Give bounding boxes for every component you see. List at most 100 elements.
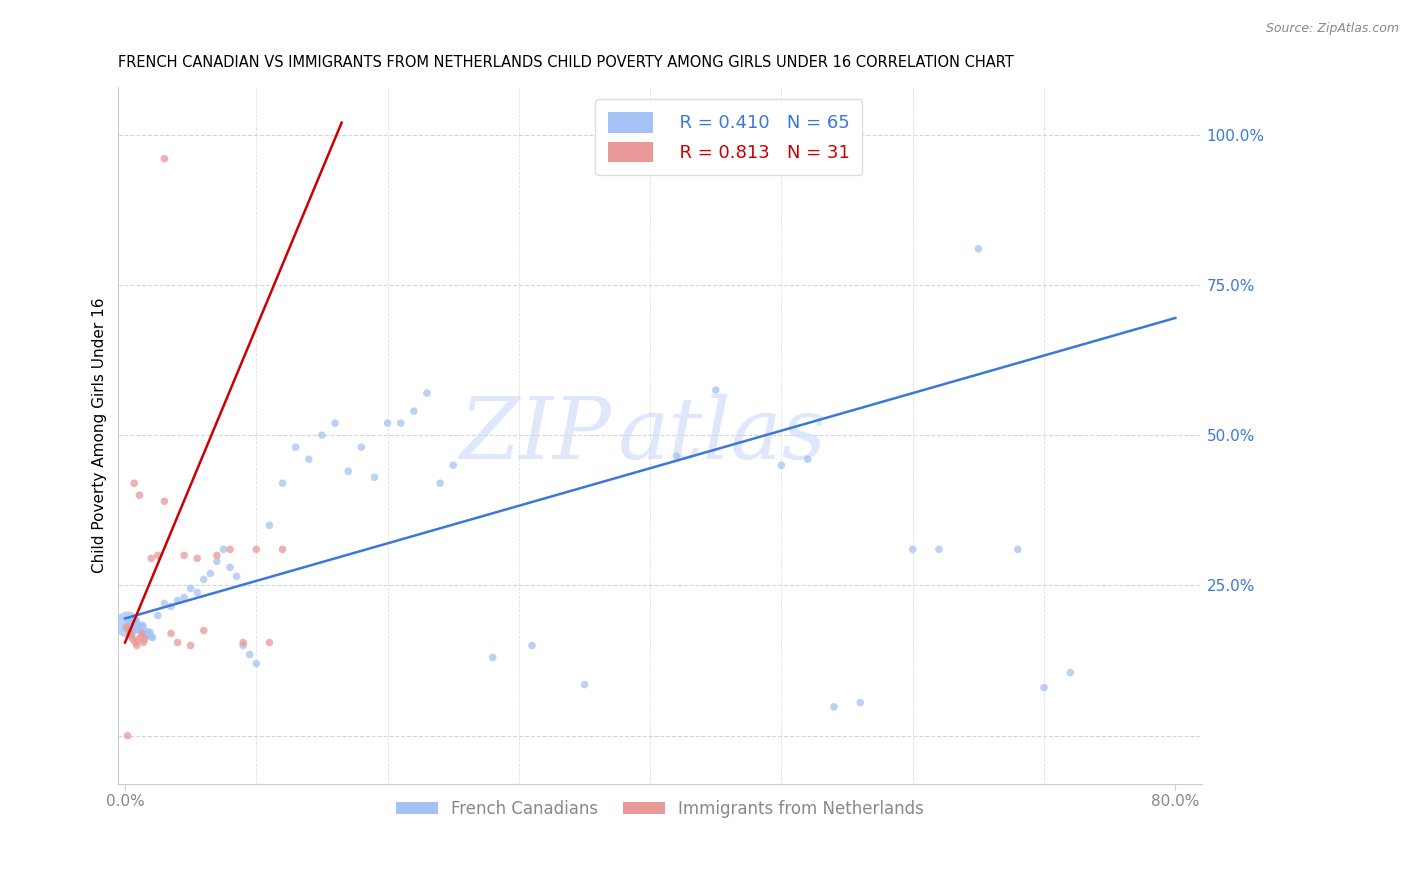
Point: [139, 625, 162, 640]
Point: [122, 615, 145, 630]
Point: [180, 639, 202, 653]
Point: [849, 696, 872, 710]
Point: [121, 630, 143, 644]
Point: [232, 639, 254, 653]
Point: [125, 639, 148, 653]
Point: [205, 554, 228, 568]
Point: [1059, 665, 1081, 680]
Point: [665, 449, 688, 463]
Point: [219, 560, 242, 574]
Point: [212, 542, 235, 557]
Point: [160, 626, 183, 640]
Point: [153, 494, 176, 508]
Point: [180, 582, 202, 596]
Point: [186, 551, 208, 566]
Text: Source: ZipAtlas.com: Source: ZipAtlas.com: [1265, 22, 1399, 36]
Point: [402, 404, 425, 418]
Point: [135, 629, 157, 643]
Point: [117, 617, 139, 632]
Point: [284, 440, 307, 454]
Point: [205, 549, 228, 563]
Point: [173, 549, 195, 563]
Point: [200, 566, 222, 581]
Point: [141, 630, 163, 644]
Point: [138, 628, 160, 642]
Point: [128, 488, 150, 502]
Point: [441, 458, 464, 473]
Point: [271, 476, 294, 491]
Point: [146, 549, 169, 563]
Point: [132, 620, 155, 634]
Point: [928, 542, 950, 557]
Point: [124, 635, 146, 649]
Point: [219, 542, 242, 557]
Text: FRENCH CANADIAN VS IMMIGRANTS FROM NETHERLANDS CHILD POVERTY AMONG GIRLS UNDER 1: FRENCH CANADIAN VS IMMIGRANTS FROM NETHE…: [118, 55, 1014, 70]
Point: [121, 619, 143, 633]
Point: [160, 599, 183, 614]
Point: [129, 630, 152, 644]
Point: [901, 542, 924, 557]
Point: [131, 626, 153, 640]
Point: [186, 585, 208, 599]
Point: [429, 476, 451, 491]
Point: [153, 152, 176, 166]
Point: [245, 657, 267, 671]
Legend: French Canadians, Immigrants from Netherlands: French Canadians, Immigrants from Nether…: [389, 793, 931, 824]
Point: [232, 635, 254, 649]
Point: [481, 650, 503, 665]
Point: [129, 623, 152, 637]
Point: [259, 518, 281, 533]
Point: [131, 618, 153, 632]
Point: [350, 440, 373, 454]
Point: [146, 608, 169, 623]
Point: [118, 624, 141, 638]
Point: [1033, 681, 1056, 695]
Point: [173, 591, 195, 605]
Point: [122, 632, 145, 647]
Point: [127, 618, 149, 632]
Point: [134, 626, 156, 640]
Point: [520, 639, 543, 653]
Point: [1007, 542, 1029, 557]
Text: atlas: atlas: [617, 394, 825, 476]
Point: [823, 699, 845, 714]
Point: [128, 621, 150, 635]
Point: [225, 569, 247, 583]
Y-axis label: Child Poverty Among Girls Under 16: Child Poverty Among Girls Under 16: [93, 297, 107, 573]
Point: [193, 573, 215, 587]
Point: [770, 458, 793, 473]
Point: [337, 464, 360, 478]
Point: [377, 416, 399, 430]
Point: [271, 542, 294, 557]
Point: [363, 470, 385, 484]
Point: [796, 452, 818, 467]
Point: [134, 632, 156, 647]
Point: [141, 551, 163, 566]
Point: [124, 613, 146, 627]
Point: [132, 635, 155, 649]
Point: [115, 620, 138, 634]
Point: [193, 624, 215, 638]
Point: [118, 615, 141, 629]
Point: [120, 626, 142, 640]
Point: [125, 622, 148, 636]
Point: [142, 631, 165, 645]
Point: [127, 632, 149, 647]
Point: [120, 622, 142, 636]
Point: [136, 624, 159, 639]
Point: [259, 635, 281, 649]
Point: [239, 648, 262, 662]
Point: [323, 416, 346, 430]
Text: ZIP: ZIP: [460, 394, 612, 476]
Point: [704, 383, 727, 397]
Point: [574, 677, 596, 691]
Point: [117, 729, 139, 743]
Point: [416, 386, 439, 401]
Point: [122, 476, 145, 491]
Point: [245, 542, 267, 557]
Point: [153, 596, 176, 610]
Point: [166, 593, 188, 607]
Point: [389, 416, 412, 430]
Point: [311, 428, 333, 442]
Point: [967, 242, 990, 256]
